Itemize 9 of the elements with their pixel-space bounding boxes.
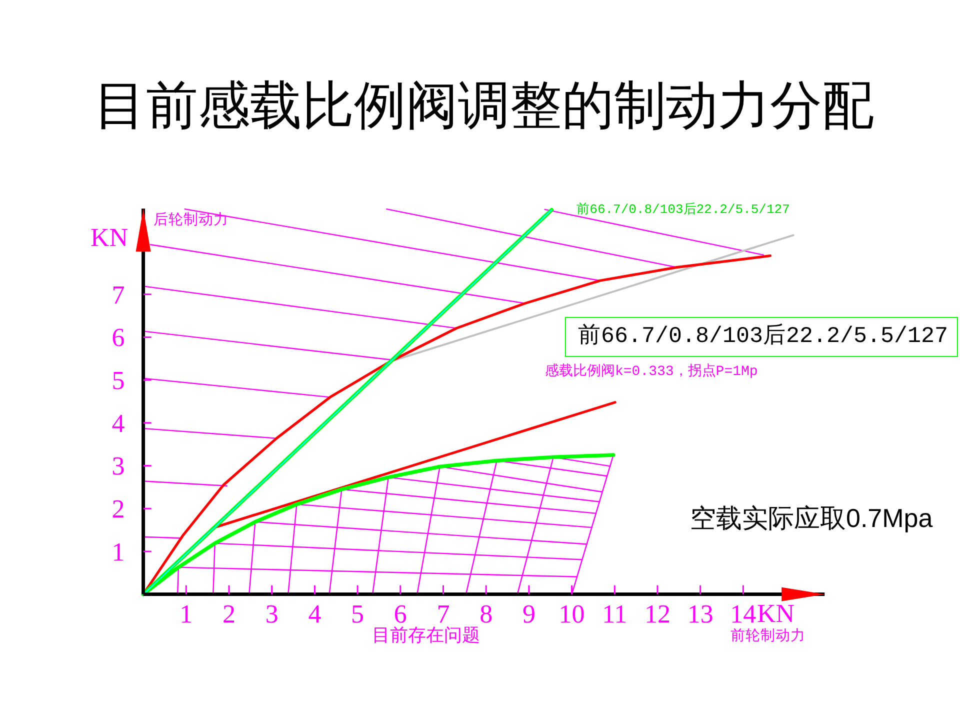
annotation: 感载比例阀k=0.333，拐点P=1Mp <box>545 364 758 380</box>
xlabel: 前轮制动力 <box>730 628 806 644</box>
annotation: 空载实际应取0.7Mpa <box>690 503 933 533</box>
annotation: 前66.7/0.8/103后22.2/5.5/127 <box>565 317 958 357</box>
annotation: KN <box>90 223 128 252</box>
annotation: 前66.7/0.8/103后22.2/5.5/127 <box>576 202 790 217</box>
annotation: KN <box>757 599 795 628</box>
title: 目前感载比例阀调整的制动力分配 <box>94 77 874 135</box>
annotation: 目前存在问题 <box>372 625 480 645</box>
